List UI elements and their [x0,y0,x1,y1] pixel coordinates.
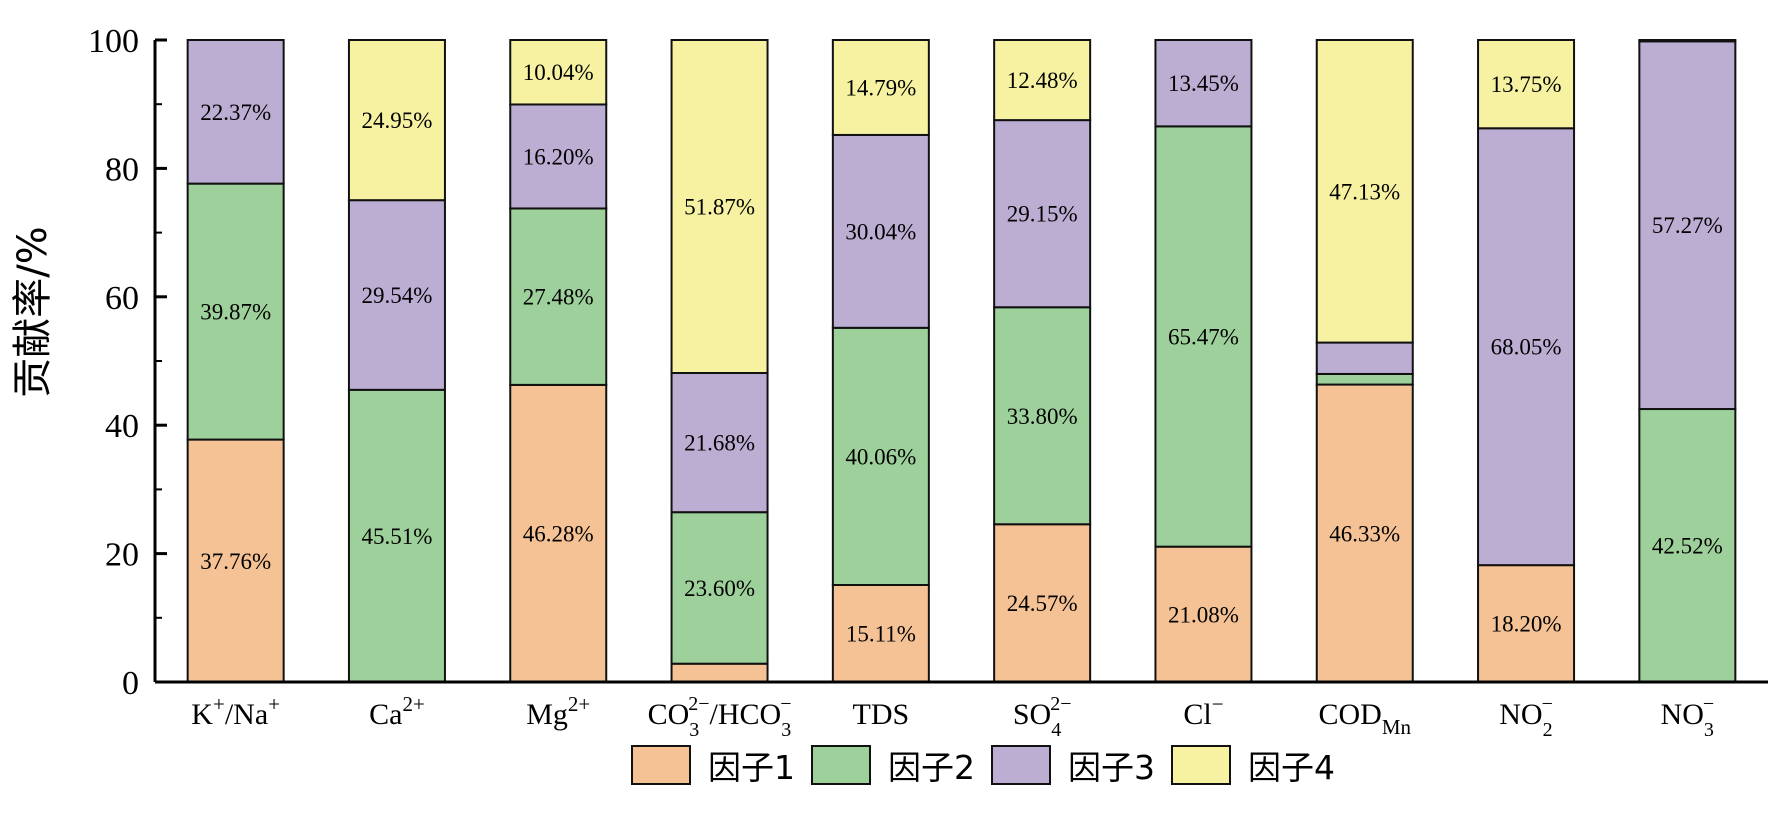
data-label: 15.11% [846,621,916,646]
bar-segment-3-2 [347,199,446,391]
data-label: 10.04% [523,60,594,85]
bar-segment-3-7 [1154,39,1253,128]
x-tick-label: Ca2+​ [369,692,425,731]
bar-segment-2-7 [1154,125,1253,548]
y-tick-label: 40 [105,408,139,445]
data-label: 46.33% [1329,521,1400,546]
bar-segment-2-6 [993,306,1092,526]
axes-layer: 0 20 40 60 80 100 [88,23,1768,702]
bar-segment-4-9 [1477,39,1576,130]
bar-segment-2-10 [1638,408,1737,683]
data-label: 23.60% [684,576,755,601]
legend: 因子1 因子2 因子3 因子4 [631,745,1335,787]
x-tick-label: K+​/Na+ [191,692,280,731]
legend-label: 因子2 [888,748,975,787]
bar-segment-1-6 [993,523,1092,684]
data-label: 13.45% [1168,71,1239,96]
bar-segment-1-9 [1477,564,1576,684]
data-label: 51.87% [684,195,755,220]
data-label: 22.37% [200,100,271,125]
bar-segment-1-4 [670,662,769,684]
bar-segment-3-1 [186,39,285,185]
data-label: 18.20% [1491,612,1562,637]
data-label: 57.27% [1652,213,1723,238]
data-label: 40.06% [845,444,916,469]
data-label: 21.08% [1168,602,1239,627]
legend-swatch [631,745,691,785]
bar-segment-3-3 [509,103,608,210]
data-label: 16.20% [523,144,594,169]
bar-segment-2-1 [186,182,285,441]
bar-segment-4-3 [509,39,608,106]
y-tick-label: 60 [105,280,139,317]
bar-segment-3-6 [993,119,1092,309]
y-tick-label: 80 [105,151,139,188]
bar-segment-4-6 [993,39,1092,122]
legend-label: 因子4 [1248,748,1335,787]
data-label: 29.15% [1007,202,1078,227]
data-label: 33.80% [1007,404,1078,429]
data-label: 65.47% [1168,325,1239,350]
x-tick-label: NO2−​ [1499,693,1553,741]
bar-segment-2-2 [347,388,446,683]
data-label: 14.79% [845,75,916,100]
data-label: 24.57% [1007,591,1078,616]
data-label: 42.52% [1652,534,1723,559]
legend-label: 因子3 [1068,748,1155,787]
data-label: 29.54% [361,283,432,308]
x-tick-label: CO32−​/HCO3− [648,693,792,741]
legend-swatch [811,745,871,785]
bar-segment-3-5 [831,133,930,329]
y-tick-label: 20 [105,537,139,574]
legend-swatch [991,745,1051,785]
data-label: 37.76% [200,549,271,574]
y-axis-label: 贡献率/% [10,226,56,397]
x-tick-label: CODMn​ [1318,698,1411,739]
data-label: 24.95% [361,108,432,133]
data-label: 12.48% [1007,68,1078,93]
data-label: 46.28% [523,521,594,546]
bar-segment-2-8 [1315,372,1414,386]
x-tick-label: TDS [853,698,910,731]
bar-segment-4-8 [1315,39,1414,344]
bar-segment-2-3 [509,207,608,386]
x-tick-label: SO42−​ [1013,693,1072,741]
data-label: 47.13% [1329,179,1400,204]
y-tick-label: 100 [88,23,139,60]
y-tick-label: 0 [122,665,139,702]
bar-segment-3-8 [1315,341,1414,375]
bar-segment-2-5 [831,326,930,586]
bar-segment-3-4 [670,372,769,514]
bar-segment-4-2 [347,39,446,202]
data-label: 30.04% [845,219,916,244]
x-tick-label: Cl−​ [1183,692,1223,731]
bar-segment-4-10 [1638,39,1737,43]
data-label: 21.68% [684,431,755,456]
bars-layer: 37.76% 39.87% 22.37% K+​/Na+ 45.51% 29.54% 24.… [186,39,1737,741]
bar-segment-4-5 [831,39,930,136]
x-tick-label: Mg2+​ [526,692,590,731]
bar-segment-4-4 [670,39,769,375]
data-label: 13.75% [1491,72,1562,97]
bar-segment-1-8 [1315,383,1414,683]
data-label: 45.51% [361,524,432,549]
data-label: 39.87% [200,300,271,325]
data-label: 68.05% [1491,335,1562,360]
bar-segment-1-1 [186,438,285,684]
legend-swatch [1171,745,1231,785]
legend-label: 因子1 [708,748,795,787]
data-label: 27.48% [523,285,594,310]
bar-segment-3-9 [1477,127,1576,567]
bar-segment-2-4 [670,511,769,665]
x-tick-label: NO3−​ [1661,693,1715,741]
